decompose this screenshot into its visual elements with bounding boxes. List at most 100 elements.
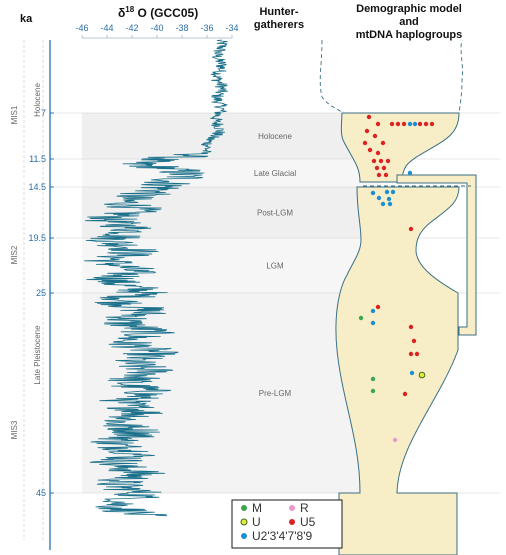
- y-tick-label: 19.5: [28, 233, 46, 243]
- m-dot: [370, 376, 376, 382]
- u2-dot: [384, 189, 390, 195]
- mis3-label: MIS3: [10, 420, 19, 439]
- u5-dot: [417, 121, 423, 127]
- mis-column: MIS1 MIS2 MIS3 Holocene Late Pleistocene: [10, 40, 44, 540]
- u2-dot: [370, 320, 376, 326]
- u5-dot: [378, 158, 384, 164]
- lgm-band: [82, 238, 382, 293]
- u5-dot: [402, 391, 408, 397]
- u5-dot: [374, 165, 380, 171]
- u5-dot: [414, 351, 420, 357]
- u2-dot: [412, 121, 418, 127]
- x-tick-label: -40: [150, 23, 163, 33]
- late-pleistocene-label: Late Pleistocene: [33, 325, 42, 385]
- legend-box: [231, 499, 343, 549]
- u5-dot: [367, 147, 373, 153]
- demo-header-3: mtDNA haplogroups: [356, 29, 463, 41]
- u5-dot: [375, 304, 381, 310]
- u-dot: [418, 371, 426, 379]
- y-ticks: 7 11.5 14.5 19.5 25 45: [28, 108, 54, 498]
- model-side-channel: [396, 174, 477, 336]
- u5-dot: [375, 150, 381, 156]
- u5-dot: [376, 172, 382, 178]
- x-tick-label: -36: [200, 23, 213, 33]
- u5-dot: [381, 165, 387, 171]
- legend-label: R: [300, 501, 309, 515]
- model-holocene-vessel: [340, 112, 460, 183]
- x-tick-label: -38: [175, 23, 188, 33]
- legend-dot: [289, 505, 295, 511]
- u5-dot: [395, 121, 401, 127]
- y-tick-label: 14.5: [28, 182, 46, 192]
- period-label: Holocene: [258, 132, 292, 141]
- u2-dot: [409, 370, 415, 376]
- mis1-label: MIS1: [10, 105, 19, 124]
- r-dot: [392, 437, 398, 443]
- u5-dot: [411, 338, 417, 344]
- x-ticks: -46 -44 -42 -40 -38 -36 -34: [75, 23, 239, 38]
- u2-dot: [407, 170, 413, 176]
- legend-dot: [241, 505, 247, 511]
- demographic-model: [319, 39, 477, 555]
- y-tick-label: 25: [36, 288, 46, 298]
- model-pleistocene-vessel: [335, 186, 460, 555]
- demo-header-1: Demographic model: [356, 3, 462, 15]
- u2-dot: [370, 308, 376, 314]
- delta-title: δ18 O (GCC05): [118, 5, 198, 20]
- period-label: LGM: [266, 262, 284, 271]
- u2-dot: [380, 201, 386, 207]
- m-dot: [370, 388, 376, 394]
- u2-dot: [407, 121, 413, 127]
- u5-dot: [423, 121, 429, 127]
- x-tick-label: -42: [125, 23, 138, 33]
- mis2-label: MIS2: [10, 245, 19, 264]
- x-tick-label: -46: [75, 23, 88, 33]
- holocene-epoch-label: Holocene: [33, 83, 42, 117]
- legend-dot: [241, 533, 247, 539]
- u5-dot: [408, 351, 414, 357]
- late-glacial-band: [82, 159, 382, 187]
- ka-label: ka: [20, 13, 33, 25]
- y-tick-label: 45: [36, 488, 46, 498]
- u5-dot: [380, 140, 386, 146]
- legend-label: U2'3'4'7'8'9: [252, 529, 312, 543]
- period-label: Post-LGM: [257, 209, 293, 218]
- u2-dot: [370, 190, 376, 196]
- u5-dot: [375, 121, 381, 127]
- u5-dot: [364, 128, 370, 134]
- model-top-dashed: [319, 39, 463, 114]
- x-tick-label: -34: [225, 23, 238, 33]
- y-tick-label: 7: [41, 108, 46, 118]
- u5-dot: [383, 172, 389, 178]
- u5-dot: [408, 226, 414, 232]
- period-label: Late Glacial: [254, 169, 296, 178]
- u2-dot: [387, 201, 393, 207]
- legend-label: U5: [300, 515, 316, 529]
- demo-header-2: and: [399, 16, 419, 28]
- hunter-header-1: Hunter-: [259, 6, 298, 18]
- u5-dot: [362, 140, 368, 146]
- u5-dot: [385, 158, 391, 164]
- m-dot: [358, 315, 364, 321]
- holocene-band: [82, 113, 382, 159]
- u5-dot: [429, 121, 435, 127]
- hunter-header-2: gatherers: [254, 19, 304, 31]
- u5-dot: [371, 158, 377, 164]
- y-tick-label: 11.5: [29, 154, 46, 164]
- u5-dot: [366, 114, 372, 120]
- u5-dot: [408, 324, 414, 330]
- period-label: Pre-LGM: [259, 389, 292, 398]
- u5-dot: [372, 133, 378, 139]
- u2-dot: [376, 195, 382, 201]
- u2-dot: [386, 196, 392, 202]
- d18o-curve: [84, 39, 228, 517]
- period-labels: Holocene Late Glacial Post-LGM LGM Pre-LGM: [254, 132, 296, 398]
- legend-dot: [289, 519, 295, 525]
- legend-label: U: [252, 515, 261, 529]
- u5-dot: [389, 121, 395, 127]
- x-tick-label: -44: [100, 23, 113, 33]
- u2-dot: [390, 189, 396, 195]
- legend-label: M: [252, 501, 262, 515]
